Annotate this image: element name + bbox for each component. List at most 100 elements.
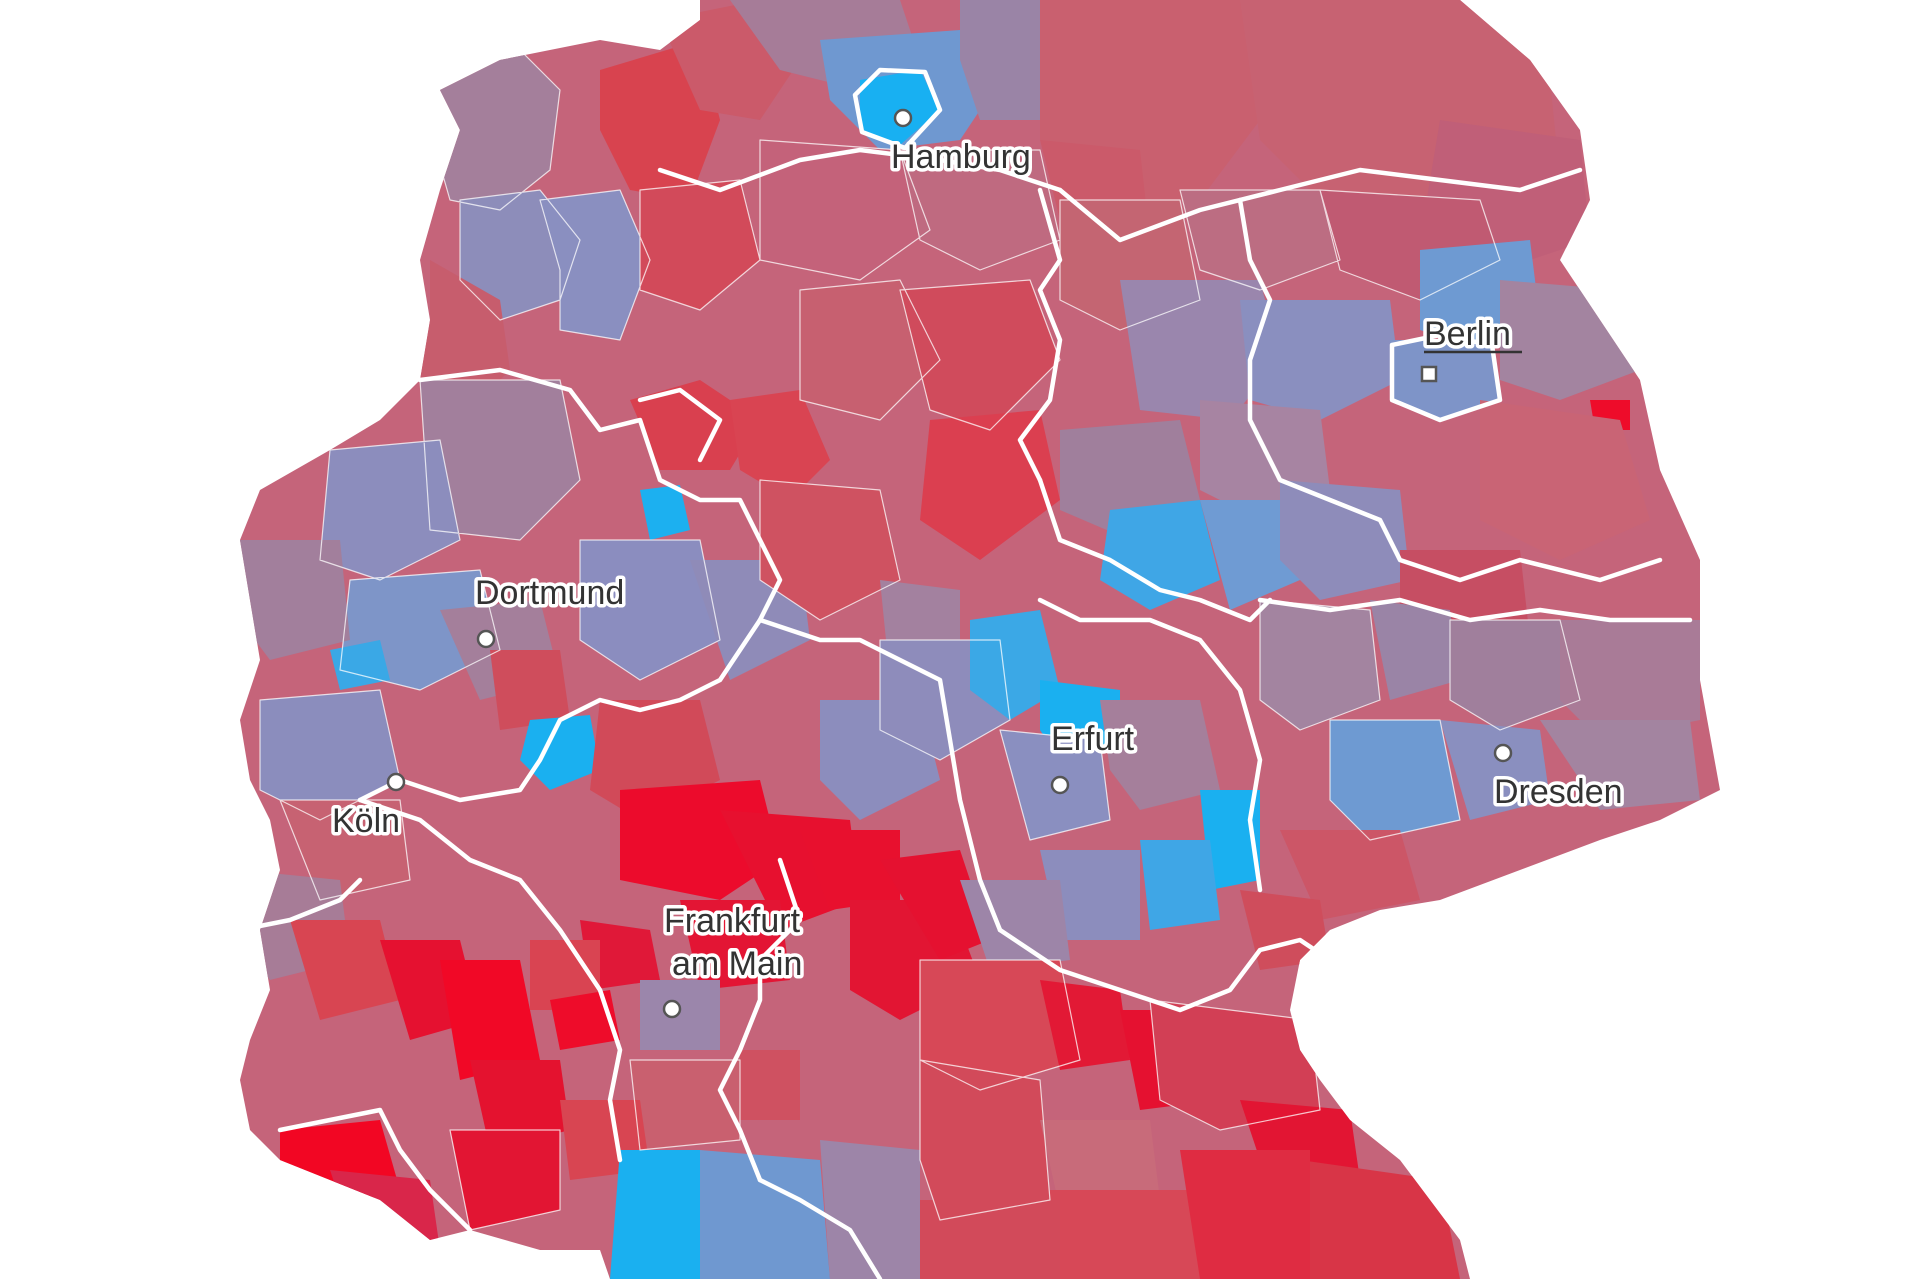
city-erfurt[interactable]: Erfurt — [1048, 717, 1138, 795]
region-wetterau — [680, 900, 790, 990]
region-frisia — [430, 50, 560, 210]
border-rp-sl — [277, 1107, 473, 1233]
region-braunschweig — [900, 280, 1060, 430]
border-berlin — [1389, 332, 1503, 423]
border-ni-st — [1017, 187, 1063, 483]
region-altmuehl — [1050, 1190, 1210, 1279]
region-kassel — [760, 480, 900, 620]
city-hamburg[interactable]: Hamburg — [888, 108, 1034, 180]
region-erzgebirge — [1280, 830, 1420, 920]
region-osnabrueck — [630, 380, 760, 470]
region-paderborn — [580, 540, 720, 680]
region-saalfeld — [1040, 850, 1140, 940]
city-label-koeln: Köln — [332, 802, 400, 840]
region-oldenburg — [540, 190, 650, 340]
region-heilbronn — [820, 1140, 920, 1279]
region-karlsruhe — [700, 1150, 830, 1279]
region-spree-neisse — [1480, 400, 1650, 560]
city-label-hamburg: Hamburg — [891, 138, 1031, 176]
region-leipzig — [1260, 600, 1380, 730]
region-oberpfalz — [1150, 1000, 1320, 1130]
border-sn-bb — [1257, 597, 1693, 623]
border-he-by — [717, 857, 803, 1183]
region-meissen — [1450, 620, 1580, 730]
region-westerwald — [290, 920, 400, 1020]
region-mittelsachsen — [1330, 720, 1460, 840]
city-dresden[interactable]: Dresden — [1491, 743, 1626, 815]
city-marker-dortmund — [476, 629, 496, 649]
city-berlin[interactable]: Berlin — [1420, 312, 1522, 383]
region-hagen — [490, 650, 570, 730]
city-label-erfurt: Erfurt — [1051, 720, 1135, 758]
region-uelzen — [900, 150, 1060, 270]
region-pfalz — [450, 1130, 560, 1230]
border-bremen — [637, 387, 723, 463]
border-nw-rp — [237, 877, 363, 933]
city-label-dortmund: Dortmund — [475, 574, 624, 612]
city-dortmund[interactable]: Dortmund — [472, 571, 628, 649]
region-hersfeld — [800, 830, 900, 910]
border-bw-by — [757, 1177, 883, 1279]
region-taunus — [550, 990, 620, 1050]
region-aachen — [240, 540, 350, 660]
city-frankfurt[interactable]: Frankfurt am Main — [661, 899, 806, 1019]
region-rhoen — [880, 850, 990, 960]
region-mittelfranken — [920, 1060, 1050, 1220]
region-hannover — [800, 280, 940, 420]
region-dresden — [1440, 720, 1550, 820]
region-nuernberg — [1040, 1120, 1160, 1210]
border-by-north — [997, 927, 1333, 1013]
region-prignitz — [1180, 190, 1340, 290]
city-label-berlin: Berlin — [1424, 315, 1511, 353]
region-nordsachsen — [1370, 600, 1460, 700]
region-berlin — [1390, 340, 1500, 420]
region-hunsrueck — [440, 960, 540, 1080]
city-label-dresden: Dresden — [1494, 773, 1623, 811]
region-bonn — [280, 800, 410, 900]
border-rp-he — [357, 797, 623, 1163]
city-marker-koeln — [386, 772, 406, 792]
region-niederbayern — [1300, 1160, 1460, 1279]
border-mv — [1057, 167, 1583, 243]
border-nw-ni — [417, 367, 783, 623]
city-koeln[interactable]: Köln — [329, 772, 406, 844]
region-saale-holzland — [1100, 700, 1220, 810]
region-unterfranken — [920, 960, 1080, 1090]
city-label-frankfurt-line2: am Main — [672, 945, 802, 983]
border-nw-he — [357, 617, 763, 803]
city-marker-erfurt — [1050, 775, 1070, 795]
region-nahe — [470, 1060, 570, 1150]
border-st-bb — [1237, 197, 1663, 583]
region-koeln — [260, 690, 400, 820]
city-marker-frankfurt — [662, 999, 682, 1019]
region-minden — [730, 390, 830, 500]
region-olpe — [520, 715, 600, 790]
city-marker-hamburg — [893, 108, 913, 128]
border-st-th — [1037, 477, 1273, 623]
city-marker-dresden — [1493, 743, 1513, 763]
city-markers: Hamburg Berlin Dortmund Erfurt Köln Dres… — [329, 108, 1626, 1019]
region-muensterland — [420, 380, 580, 540]
border-th-sn — [1037, 597, 1263, 893]
border-hamburg — [852, 67, 943, 151]
region-saechsische-schweiz — [1540, 720, 1700, 810]
region-schwaben — [920, 1200, 1060, 1279]
region-bautzen — [1560, 620, 1700, 740]
region-gotha — [970, 610, 1060, 720]
region-vogelsberg — [620, 780, 780, 900]
region-odenwald — [740, 1050, 800, 1120]
region-oberfranken — [1040, 980, 1130, 1070]
region-greiz — [1140, 840, 1220, 930]
border-he-th — [757, 617, 1003, 933]
city-marker-berlin — [1420, 365, 1438, 383]
region-frankfurt — [640, 980, 720, 1050]
region-borken — [320, 440, 460, 580]
region-ruhr-blue — [330, 640, 390, 690]
region-rhein-main — [530, 940, 600, 1010]
region-regensburg — [1180, 1150, 1310, 1279]
region-gera — [1200, 790, 1260, 890]
region-elbe-elster — [1280, 480, 1410, 600]
region-havelland — [1240, 300, 1400, 420]
